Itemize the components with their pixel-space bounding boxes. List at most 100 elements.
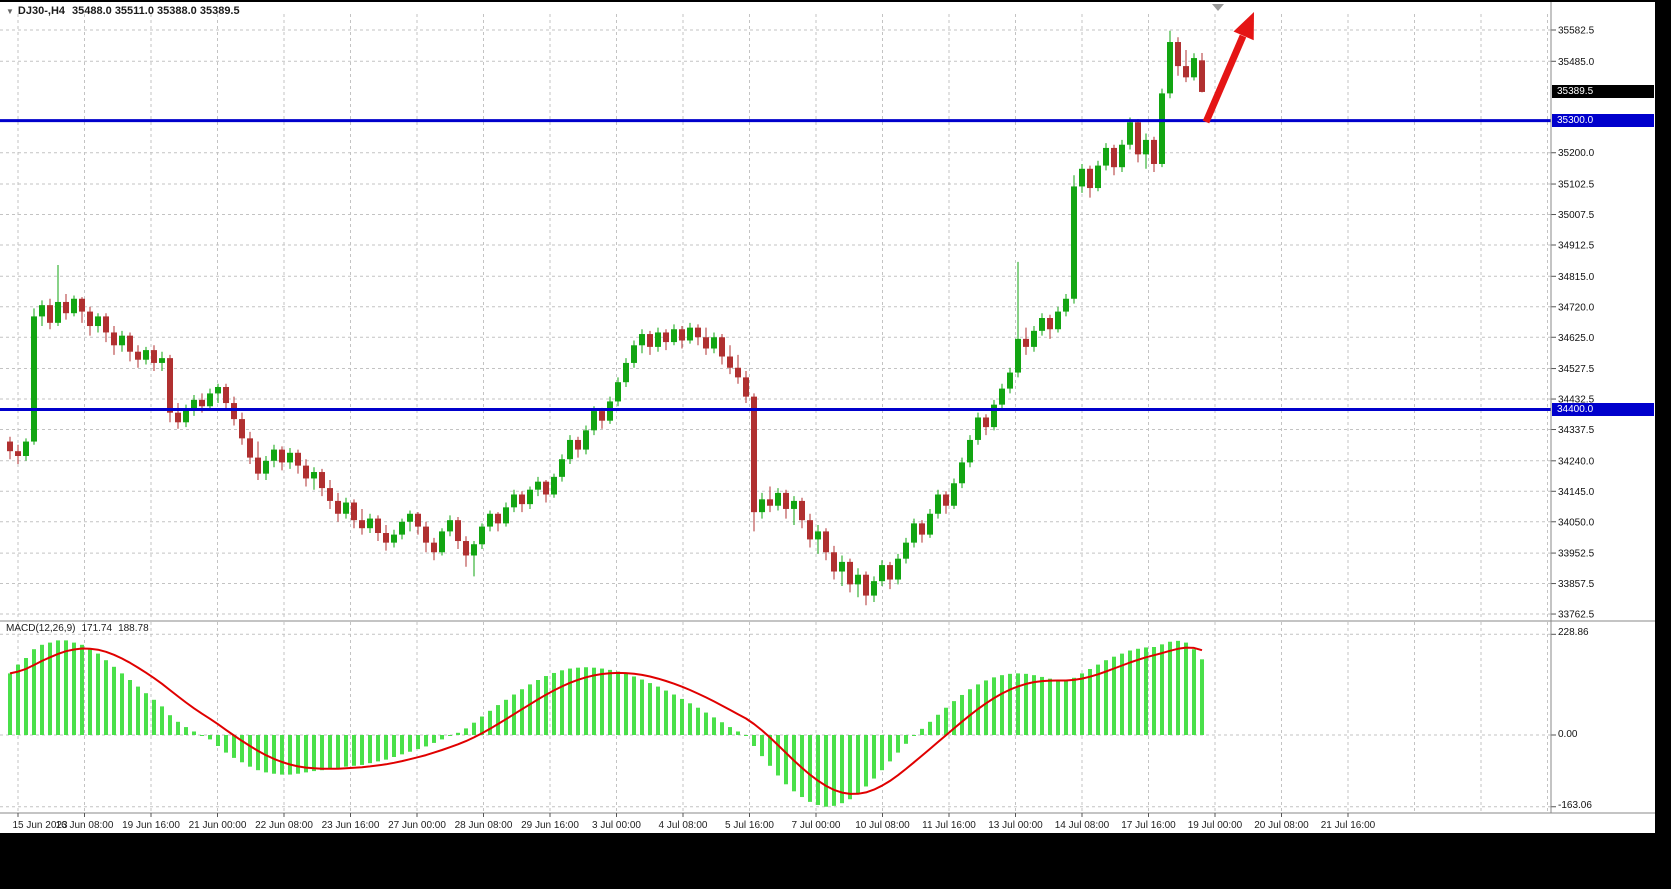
bear-candle bbox=[599, 411, 605, 421]
bull-candle bbox=[287, 452, 293, 463]
ohlc-quote-label: 35488.0 35511.0 35388.0 35389.5 bbox=[72, 5, 240, 17]
time-tick-label[interactable]: 17 Jul 16:00 bbox=[1121, 820, 1176, 831]
macd-histogram-bar bbox=[1136, 648, 1140, 735]
symbol-dropdown-icon[interactable]: ▼ bbox=[6, 7, 14, 16]
bear-candle bbox=[63, 301, 69, 314]
chart-shift-marker-icon[interactable] bbox=[1212, 4, 1224, 11]
macd-histogram-bar bbox=[608, 669, 612, 735]
price-tick-label: 34432.5 bbox=[1558, 395, 1595, 406]
time-tick-label[interactable]: 21 Jul 16:00 bbox=[1321, 820, 1376, 831]
macd-histogram-bar bbox=[1152, 647, 1156, 735]
bear-candle bbox=[807, 520, 813, 540]
time-tick-label[interactable]: 10 Jul 08:00 bbox=[855, 820, 910, 831]
macd-indicator-header: MACD(12,26,9) 171.74 188.78 bbox=[6, 623, 155, 634]
macd-histogram-bar bbox=[352, 735, 356, 766]
bull-candle bbox=[687, 327, 693, 341]
time-tick-label[interactable]: 23 Jun 16:00 bbox=[322, 820, 380, 831]
time-tick-label[interactable]: 20 Jul 08:00 bbox=[1254, 820, 1309, 831]
bull-candle bbox=[1127, 122, 1133, 145]
macd-histogram-bar bbox=[664, 690, 668, 735]
price-tick-label: 34625.0 bbox=[1558, 333, 1595, 344]
macd-histogram-bar bbox=[1024, 673, 1028, 735]
price-tick-label: 34145.0 bbox=[1558, 487, 1595, 498]
time-tick-label[interactable]: 16 Jun 08:00 bbox=[56, 820, 114, 831]
time-tick-label[interactable]: 14 Jul 08:00 bbox=[1055, 820, 1110, 831]
bull-candle bbox=[607, 401, 613, 421]
bear-candle bbox=[135, 351, 141, 360]
macd-histogram-bar bbox=[760, 735, 764, 757]
time-tick-label[interactable]: 4 Jul 08:00 bbox=[659, 820, 708, 831]
bull-candle bbox=[407, 513, 413, 522]
macd-histogram-bar bbox=[768, 735, 772, 766]
bear-candle bbox=[279, 449, 285, 463]
bear-candle bbox=[1151, 139, 1157, 164]
macd-histogram-bar bbox=[144, 693, 148, 735]
time-tick-label[interactable]: 27 Jun 00:00 bbox=[388, 820, 446, 831]
time-tick-label[interactable]: 13 Jul 00:00 bbox=[988, 820, 1043, 831]
macd-label: MACD(12,26,9) bbox=[6, 623, 76, 634]
macd-histogram-bar bbox=[904, 735, 908, 744]
bear-candle bbox=[519, 494, 525, 505]
time-tick-label[interactable]: 29 Jun 16:00 bbox=[521, 820, 579, 831]
macd-histogram-bar bbox=[1112, 656, 1116, 735]
macd-histogram-bar bbox=[312, 735, 316, 772]
macd-histogram-bar bbox=[424, 735, 428, 747]
bull-candle bbox=[1119, 144, 1125, 168]
time-tick-label[interactable]: 19 Jul 00:00 bbox=[1188, 820, 1243, 831]
up-arrow-head-icon[interactable] bbox=[1233, 12, 1255, 41]
bear-candle bbox=[943, 494, 949, 506]
time-tick-label[interactable]: 5 Jul 16:00 bbox=[725, 820, 774, 831]
time-tick-label[interactable]: 28 Jun 08:00 bbox=[455, 820, 513, 831]
macd-histogram-bar bbox=[816, 735, 820, 805]
bull-candle bbox=[55, 301, 61, 323]
time-tick-label[interactable]: 7 Jul 00:00 bbox=[792, 820, 841, 831]
time-tick-label[interactable]: 19 Jun 16:00 bbox=[122, 820, 180, 831]
chart-background bbox=[0, 2, 1655, 833]
macd-value: 171.74 bbox=[81, 623, 113, 634]
time-tick-label[interactable]: 21 Jun 00:00 bbox=[189, 820, 247, 831]
bear-candle bbox=[919, 523, 925, 535]
time-tick-label[interactable]: 22 Jun 08:00 bbox=[255, 820, 313, 831]
macd-histogram-bar bbox=[232, 735, 236, 758]
up-arrow-shaft[interactable] bbox=[1202, 34, 1247, 124]
macd-histogram-bar bbox=[24, 658, 28, 735]
macd-histogram-bar bbox=[152, 699, 156, 735]
macd-histogram-bar bbox=[528, 684, 532, 735]
macd-histogram-bar bbox=[544, 676, 548, 735]
bull-candle bbox=[215, 387, 221, 394]
macd-histogram-bar bbox=[416, 735, 420, 750]
price-tick-label: 35485.0 bbox=[1558, 57, 1595, 68]
macd-histogram-bar bbox=[888, 735, 892, 762]
macd-histogram-bar bbox=[1056, 680, 1060, 735]
time-tick-label[interactable]: 15 Jun 2023 bbox=[12, 820, 67, 831]
time-tick-label[interactable]: 11 Jul 16:00 bbox=[922, 820, 976, 831]
bull-candle bbox=[1071, 186, 1077, 299]
macd-histogram-bar bbox=[952, 701, 956, 735]
macd-histogram-bar bbox=[1144, 647, 1148, 735]
price-tick-label: 35007.5 bbox=[1558, 210, 1595, 221]
macd-histogram-bar bbox=[72, 642, 76, 735]
macd-histogram-bar bbox=[928, 721, 932, 735]
time-tick-label[interactable]: 3 Jul 00:00 bbox=[592, 820, 641, 831]
bull-candle bbox=[119, 335, 125, 346]
bull-candle bbox=[567, 439, 573, 460]
bull-candle bbox=[655, 332, 661, 347]
current-price-badge: 35389.5 bbox=[1552, 85, 1654, 98]
bull-candle bbox=[1167, 42, 1173, 94]
bear-candle bbox=[703, 337, 709, 349]
bull-candle bbox=[1143, 139, 1149, 155]
bull-candle bbox=[591, 411, 597, 431]
macd-signal-value: 188.78 bbox=[118, 623, 149, 634]
macd-histogram-bar bbox=[184, 727, 188, 735]
macd-histogram-bar bbox=[336, 735, 340, 769]
bull-candle bbox=[959, 462, 965, 484]
macd-histogram-bar bbox=[872, 735, 876, 779]
bear-candle bbox=[383, 533, 389, 543]
macd-histogram-bar bbox=[320, 735, 324, 771]
bear-candle bbox=[1135, 122, 1141, 155]
bear-candle bbox=[223, 387, 229, 404]
macd-histogram-bar bbox=[456, 732, 460, 735]
bull-candle bbox=[911, 523, 917, 543]
macd-histogram-bar bbox=[264, 735, 268, 773]
